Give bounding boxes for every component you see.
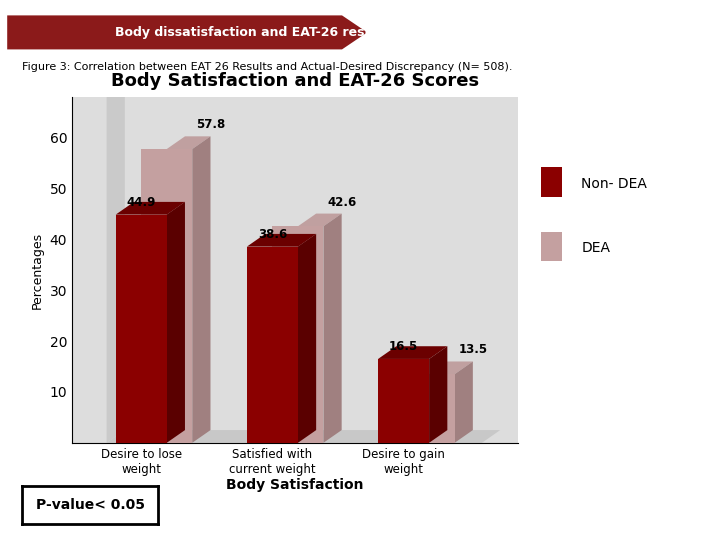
Bar — [404, 374, 454, 443]
Title: Body Satisfaction and EAT-26 Scores: Body Satisfaction and EAT-26 Scores — [111, 72, 480, 90]
Polygon shape — [429, 346, 447, 443]
Text: 44.9: 44.9 — [127, 195, 156, 208]
Text: 16.5: 16.5 — [389, 340, 418, 353]
Text: 13.5: 13.5 — [459, 343, 487, 356]
Bar — [116, 214, 167, 443]
X-axis label: Body Satisfaction: Body Satisfaction — [227, 478, 364, 492]
Polygon shape — [167, 202, 185, 443]
Text: P-value< 0.05: P-value< 0.05 — [35, 498, 145, 512]
Polygon shape — [167, 136, 210, 149]
Polygon shape — [192, 136, 210, 443]
Polygon shape — [116, 202, 185, 214]
Bar — [272, 226, 323, 443]
Text: Non- DEA: Non- DEA — [581, 177, 647, 191]
Text: 57.8: 57.8 — [196, 118, 225, 131]
Polygon shape — [7, 15, 367, 50]
Text: 42.6: 42.6 — [327, 195, 356, 208]
Polygon shape — [107, 430, 500, 443]
Bar — [141, 149, 192, 443]
Polygon shape — [378, 346, 447, 359]
Polygon shape — [298, 234, 316, 443]
Polygon shape — [247, 234, 316, 247]
Polygon shape — [323, 214, 342, 443]
Text: Figure 3: Correlation between EAT 26 Results and Actual-Desired Discrepancy (N= : Figure 3: Correlation between EAT 26 Res… — [22, 62, 512, 72]
Bar — [247, 247, 298, 443]
Bar — [541, 232, 562, 261]
Polygon shape — [298, 214, 342, 226]
Bar — [541, 167, 562, 197]
Text: 38.6: 38.6 — [258, 227, 287, 240]
Y-axis label: Percentages: Percentages — [31, 232, 44, 308]
Text: DEA: DEA — [581, 241, 610, 255]
Polygon shape — [429, 361, 473, 374]
Polygon shape — [107, 84, 125, 443]
Text: Body dissatisfaction and EAT-26 results: Body dissatisfaction and EAT-26 results — [115, 26, 391, 39]
Bar — [378, 359, 429, 443]
Polygon shape — [454, 361, 473, 443]
